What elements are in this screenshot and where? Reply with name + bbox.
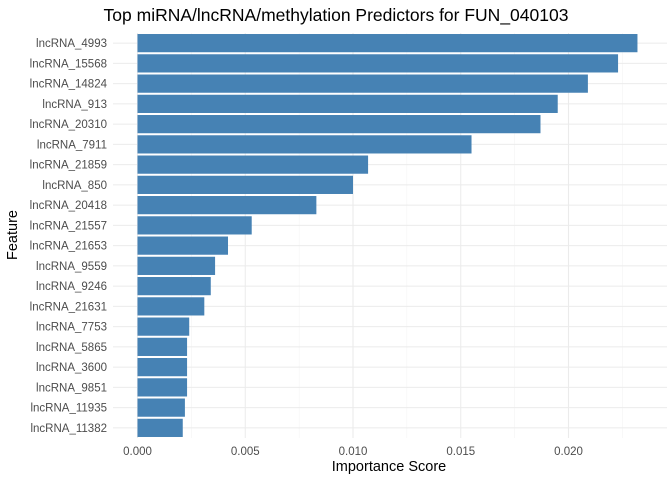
x-tick-label: 0.015 (446, 446, 475, 458)
y-tick-label: lncRNA_7753 (36, 322, 107, 334)
y-tick-label: lncRNA_21631 (30, 301, 107, 313)
y-tick-label: lncRNA_21859 (30, 160, 107, 172)
bar-lncRNA_20310 (137, 115, 541, 134)
y-tick-label: lncRNA_20418 (30, 200, 107, 212)
y-tick-label: lncRNA_5865 (36, 342, 107, 354)
bar-lncRNA_15568 (137, 54, 619, 73)
y-tick-label: lncRNA_4993 (36, 38, 107, 50)
bar-lncRNA_4993 (137, 34, 638, 53)
bar-lncRNA_11935 (137, 398, 185, 417)
bars (137, 34, 638, 437)
y-tick-label: lncRNA_21557 (30, 220, 107, 232)
bar-lncRNA_21859 (137, 155, 369, 174)
y-tick-label: lncRNA_913 (42, 99, 107, 111)
x-tick-label: 0.010 (339, 446, 368, 458)
x-tick-label: 0.020 (554, 446, 583, 458)
chart-title: Top miRNA/lncRNA/methylation Predictors … (104, 5, 569, 26)
y-axis-title: Feature (5, 210, 21, 260)
y-tick-label: lncRNA_850 (42, 180, 107, 192)
y-tick-label: lncRNA_14824 (30, 79, 108, 91)
y-tick-label: lncRNA_9246 (36, 281, 107, 293)
y-tick-label: lncRNA_3600 (36, 362, 107, 374)
bar-lncRNA_7753 (137, 317, 190, 336)
y-tick-label: lncRNA_11935 (30, 403, 107, 415)
x-axis-title: Importance Score (332, 459, 446, 475)
bar-lncRNA_21631 (137, 297, 205, 316)
x-tick-label: 0.000 (123, 446, 152, 458)
grid (113, 33, 667, 438)
y-tick-label: lncRNA_9851 (36, 382, 107, 394)
bar-lncRNA_850 (137, 175, 353, 194)
y-tick-label: lncRNA_15568 (30, 58, 107, 70)
bar-lncRNA_14824 (137, 74, 588, 93)
y-tick-label: lncRNA_20310 (30, 119, 107, 131)
bar-lncRNA_9851 (137, 378, 188, 397)
y-tick-label: lncRNA_7911 (37, 139, 107, 151)
x-tick-labels: 0.000 0.005 0.010 0.015 0.020 (123, 446, 583, 458)
bar-lncRNA_5865 (137, 337, 188, 356)
bar-lncRNA_9559 (137, 256, 216, 275)
bar-lncRNA_3600 (137, 358, 188, 377)
x-tick-label: 0.005 (231, 446, 260, 458)
bar-lncRNA_20418 (137, 196, 317, 215)
y-tick-labels: lncRNA_4993 lncRNA_15568 lncRNA_14824 lncRN… (30, 38, 108, 435)
bar-lncRNA_21557 (137, 216, 252, 235)
bar-lncRNA_11382 (137, 418, 183, 437)
y-tick-label: lncRNA_9559 (36, 261, 107, 273)
bar-lncRNA_9246 (137, 277, 211, 296)
bar-lncRNA_913 (137, 94, 558, 113)
y-tick-label: lncRNA_21653 (30, 241, 107, 253)
bar-lncRNA_7911 (137, 135, 472, 154)
y-tick-label: lncRNA_11382 (30, 423, 107, 435)
bar-lncRNA_21653 (137, 236, 229, 255)
